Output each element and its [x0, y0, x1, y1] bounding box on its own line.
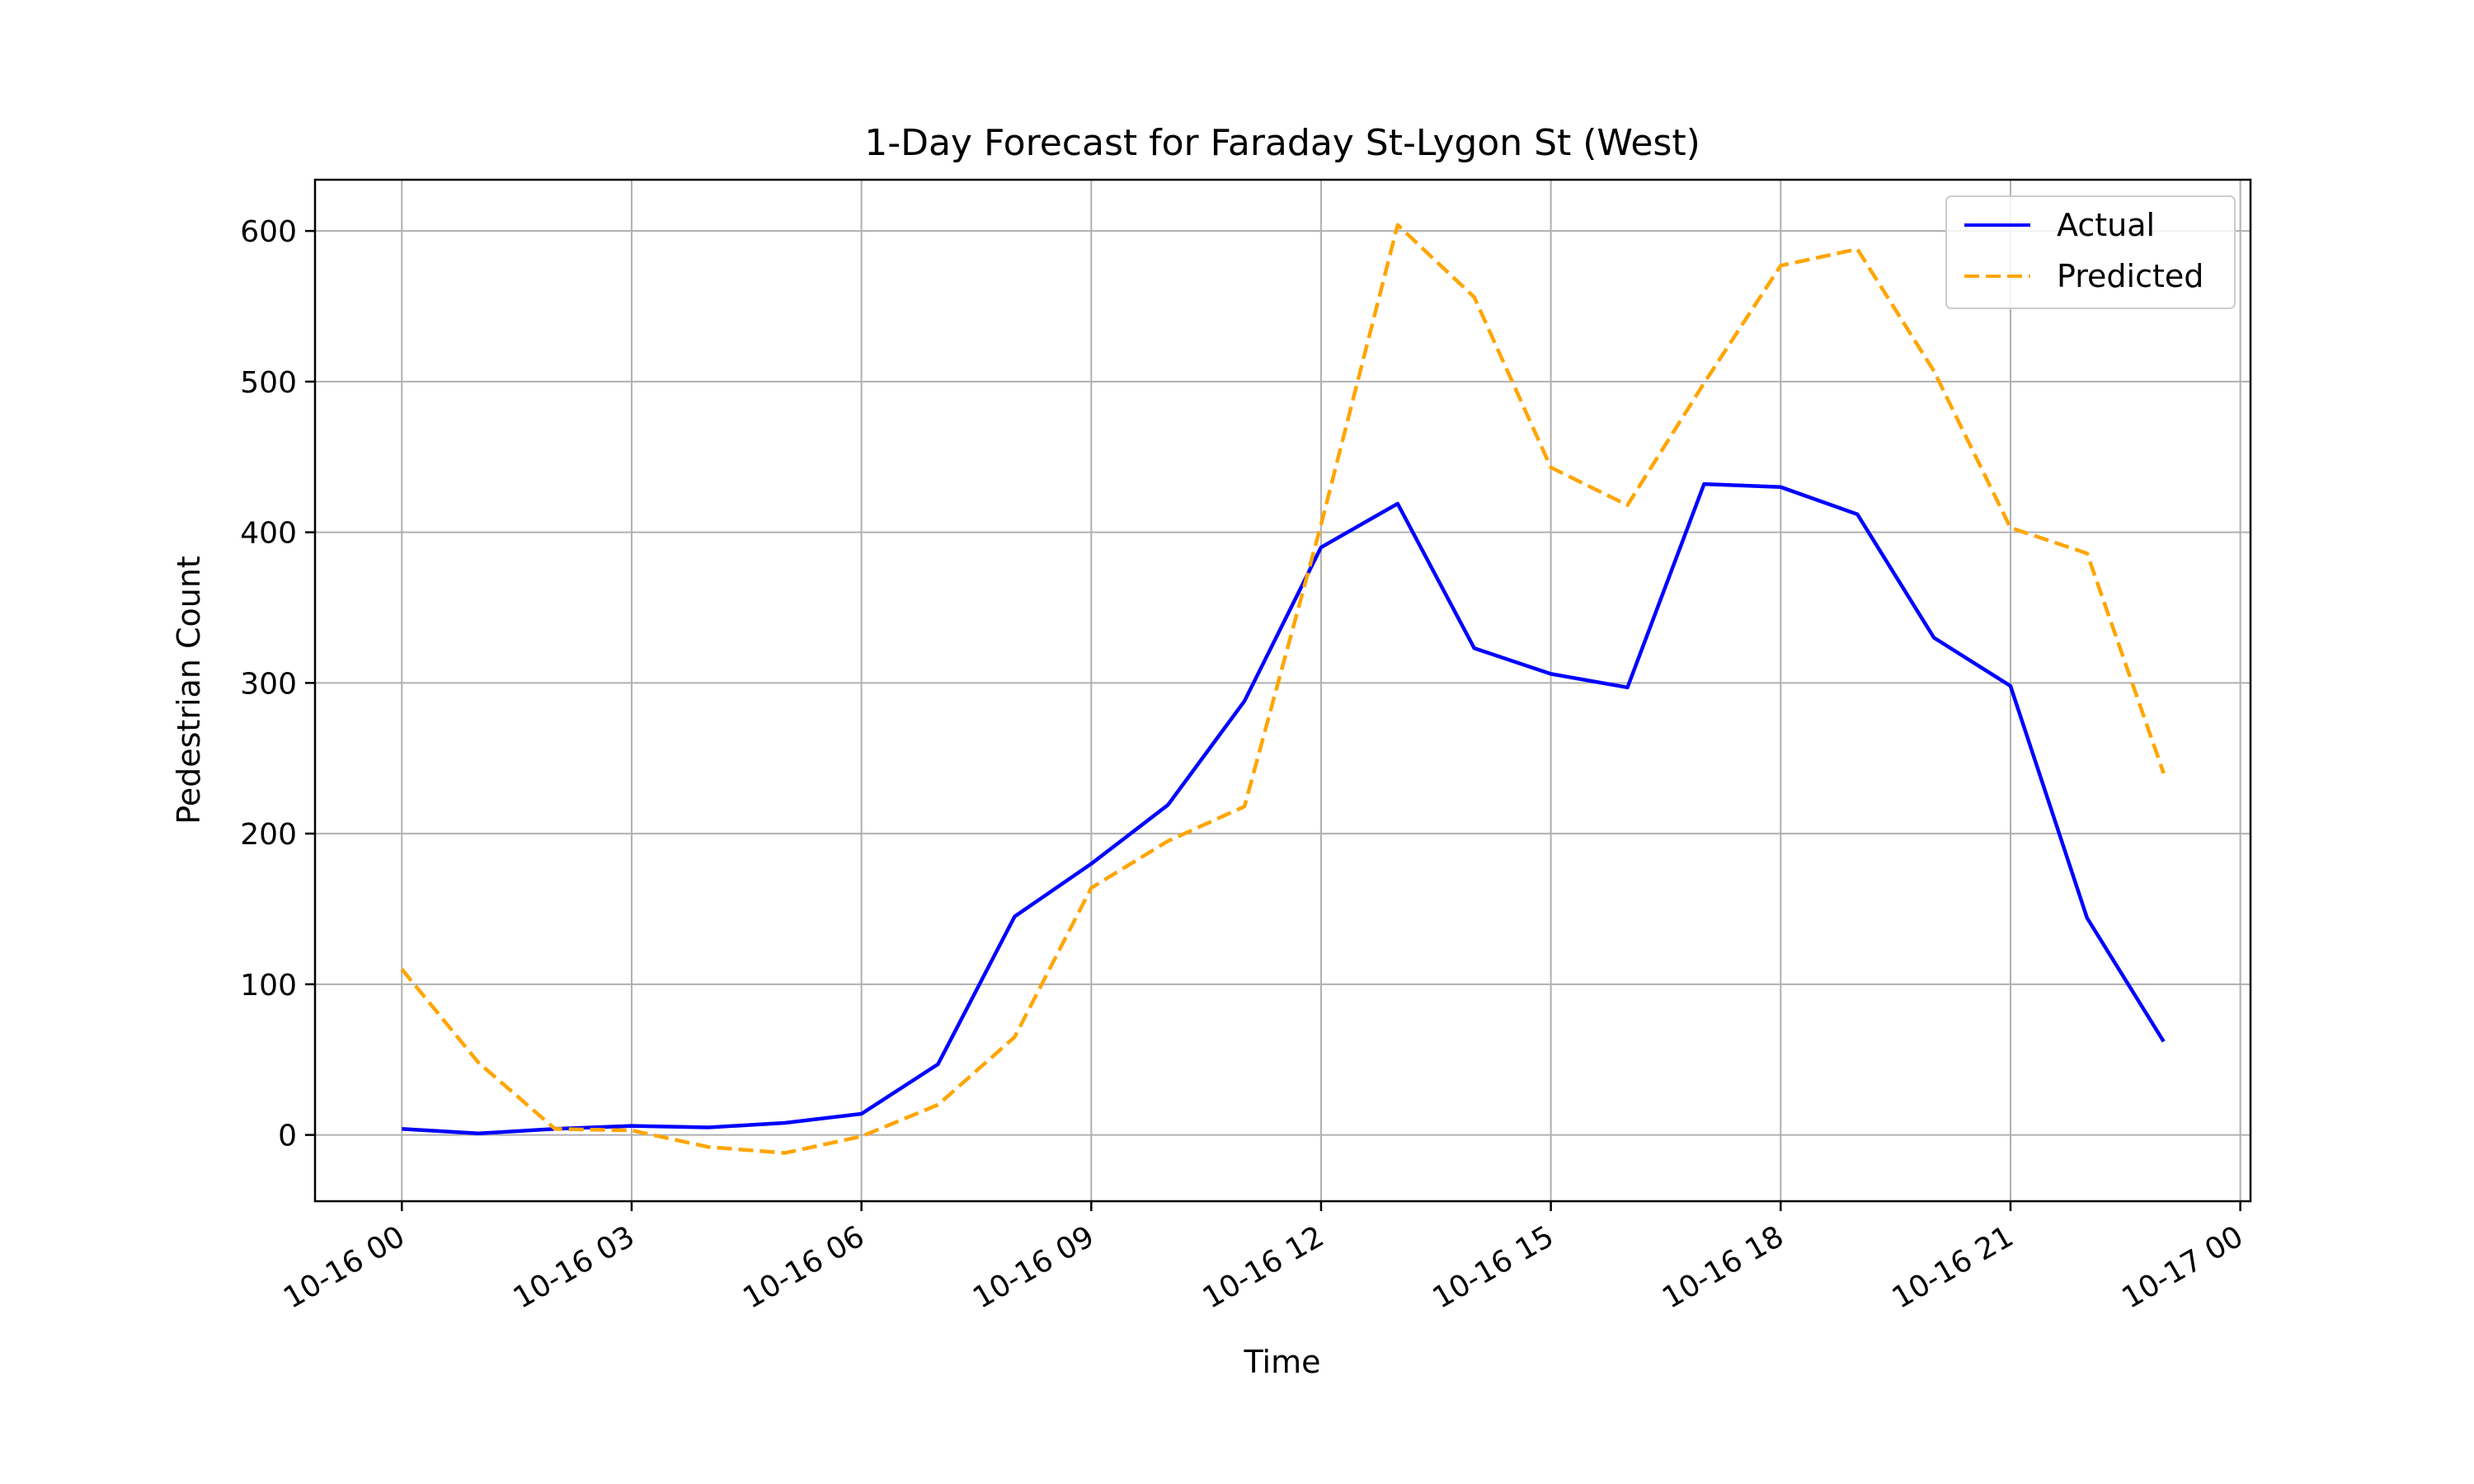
x-axis-label: Time [1244, 1344, 1321, 1380]
y-tick-label: 200 [240, 818, 297, 852]
y-tick-label: 300 [240, 667, 297, 701]
series-line-predicted [400, 223, 2166, 1155]
legend-label-predicted: Predicted [2057, 258, 2204, 294]
y-tick-label: 600 [240, 215, 297, 249]
y-axis-label: Pedestrian Count [171, 556, 207, 824]
legend-label-actual: Actual [2057, 207, 2155, 243]
y-tick-label: 0 [278, 1120, 297, 1153]
series-layer [400, 223, 2166, 1155]
legend: Actual Predicted [1945, 195, 2236, 309]
plot-frame [313, 178, 2252, 1203]
series-line-actual [402, 481, 2166, 1136]
y-tick-label: 100 [240, 969, 297, 1003]
y-tick-label: 400 [240, 517, 297, 551]
y-tick-label: 500 [240, 366, 297, 400]
y-axis: 0 100 200 300 400 500 600 [240, 215, 315, 1153]
chart-title: 1-Day Forecast for Faraday St-Lygon St (… [864, 122, 1700, 164]
